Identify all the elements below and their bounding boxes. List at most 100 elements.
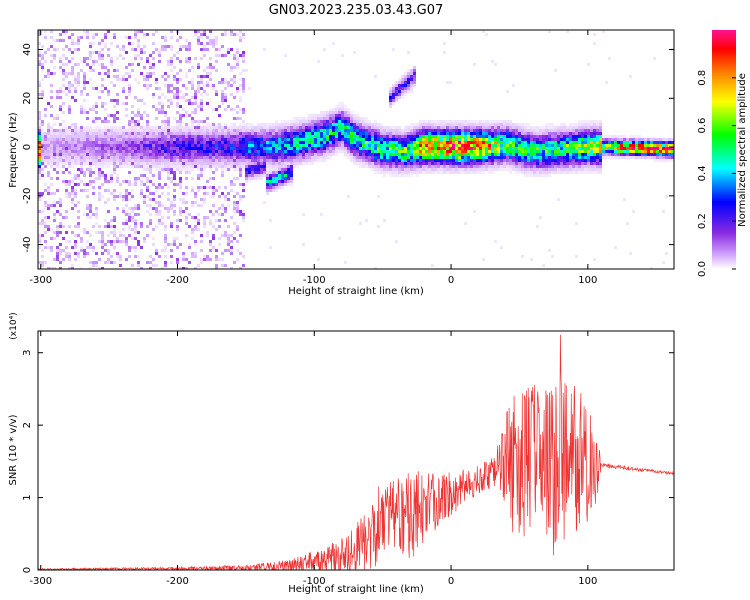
- heatmap-cell: [509, 153, 512, 156]
- colorbar-tick-label: 0.2: [697, 213, 708, 229]
- heatmap-cell: [389, 105, 392, 108]
- heatmap-cell: [566, 147, 569, 150]
- heatmap-cell: [227, 129, 230, 132]
- heatmap-cell: [491, 153, 494, 156]
- heatmap-cell: [254, 126, 257, 129]
- heatmap-cell: [506, 150, 509, 153]
- heatmap-cell: [230, 69, 233, 72]
- heatmap-cell: [572, 126, 575, 129]
- heatmap-cell: [122, 228, 125, 231]
- heatmap-cell: [68, 87, 71, 90]
- heatmap-cell: [509, 150, 512, 153]
- heatmap-cell: [116, 156, 119, 159]
- heatmap-cell: [494, 240, 497, 243]
- heatmap-cell: [500, 153, 503, 156]
- heatmap-cell: [86, 138, 89, 141]
- heatmap-cell: [281, 186, 284, 189]
- heatmap-cell: [335, 114, 338, 117]
- heatmap-cell: [497, 141, 500, 144]
- heatmap-cell: [125, 51, 128, 54]
- heatmap-cell: [557, 168, 560, 171]
- heatmap-cell: [86, 204, 89, 207]
- heatmap-cell: [227, 51, 230, 54]
- heatmap-cell: [404, 90, 407, 93]
- heatmap-cell: [581, 141, 584, 144]
- heatmap-cell: [341, 150, 344, 153]
- heatmap-cell: [224, 33, 227, 36]
- heatmap-cell: [74, 75, 77, 78]
- heatmap-cell: [413, 78, 416, 81]
- heatmap-cell: [59, 267, 62, 269]
- heatmap-cell: [377, 147, 380, 150]
- heatmap-cell: [158, 141, 161, 144]
- heatmap-cell: [77, 222, 80, 225]
- heatmap-cell: [290, 168, 293, 171]
- heatmap-cell: [230, 66, 233, 69]
- heatmap-cell: [407, 165, 410, 168]
- heatmap-cell: [281, 138, 284, 141]
- heatmap-cell: [482, 150, 485, 153]
- heatmap-cell: [137, 138, 140, 141]
- heatmap-cell: [536, 126, 539, 129]
- heatmap-cell: [335, 123, 338, 126]
- heatmap-cell: [83, 228, 86, 231]
- heatmap-cell: [368, 120, 371, 123]
- heatmap-cell: [137, 204, 140, 207]
- heatmap-cell: [269, 171, 272, 174]
- heatmap-cell: [92, 120, 95, 123]
- heatmap-cell: [146, 75, 149, 78]
- heatmap-cell: [71, 39, 74, 42]
- heatmap-cell: [164, 72, 167, 75]
- heatmap-cell: [128, 72, 131, 75]
- heatmap-cell: [530, 129, 533, 132]
- heatmap-cell: [149, 213, 152, 216]
- heatmap-cell: [305, 132, 308, 135]
- heatmap-cell: [203, 138, 206, 141]
- heatmap-cell: [497, 123, 500, 126]
- heatmap-cell: [191, 237, 194, 240]
- heatmap-cell: [164, 84, 167, 87]
- heatmap-cell: [401, 132, 404, 135]
- heatmap-cell: [215, 132, 218, 135]
- heatmap-cell: [512, 159, 515, 162]
- heatmap-cell: [353, 114, 356, 117]
- heatmap-cell: [167, 150, 170, 153]
- heatmap-cell: [212, 159, 215, 162]
- heatmap-cell: [356, 132, 359, 135]
- heatmap-cell: [209, 177, 212, 180]
- heatmap-cell: [95, 216, 98, 219]
- heatmap-cell: [245, 147, 248, 150]
- heatmap-cell: [62, 84, 65, 87]
- heatmap-cell: [44, 216, 47, 219]
- heatmap-cell: [380, 141, 383, 144]
- heatmap-cell: [215, 219, 218, 222]
- heatmap-cell: [41, 96, 44, 99]
- heatmap-cell: [476, 126, 479, 129]
- heatmap-cell: [137, 30, 140, 33]
- heatmap-cell: [488, 144, 491, 147]
- heatmap-cell: [500, 138, 503, 141]
- heatmap-cell: [104, 141, 107, 144]
- heatmap-cell: [158, 102, 161, 105]
- heatmap-cell: [224, 126, 227, 129]
- heatmap-cell: [443, 159, 446, 162]
- heatmap-cell: [395, 144, 398, 147]
- heatmap-cell: [239, 183, 242, 186]
- heatmap-cell: [236, 150, 239, 153]
- heatmap-cell: [560, 159, 563, 162]
- heatmap-cell: [395, 153, 398, 156]
- heatmap-cell: [590, 144, 593, 147]
- heatmap-cell: [224, 153, 227, 156]
- heatmap-cell: [332, 135, 335, 138]
- heatmap-cell: [329, 114, 332, 117]
- heatmap-cell: [443, 162, 446, 165]
- heatmap-cell: [398, 81, 401, 84]
- heatmap-cell: [128, 192, 131, 195]
- heatmap-cell: [338, 126, 341, 129]
- heatmap-cell: [116, 129, 119, 132]
- heatmap-cell: [335, 111, 338, 114]
- heatmap-cell: [551, 132, 554, 135]
- heatmap-cell: [110, 219, 113, 222]
- heatmap-cell: [341, 105, 344, 108]
